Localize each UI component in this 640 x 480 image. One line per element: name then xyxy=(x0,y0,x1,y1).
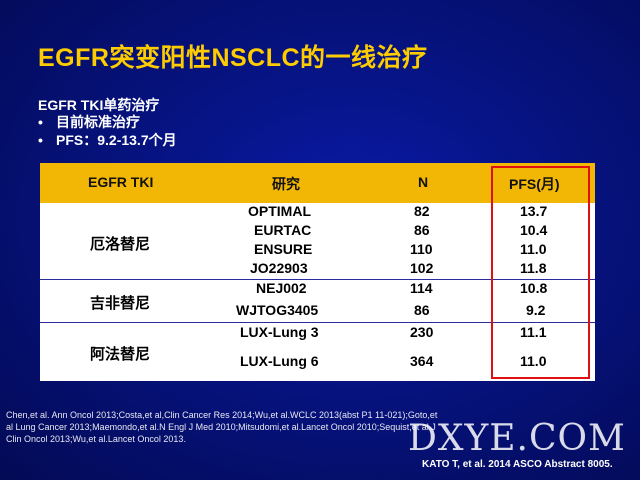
pfs-cell: 10.4 xyxy=(520,222,548,238)
bullet-item: • 目前标准治疗 xyxy=(38,113,177,131)
study-cell: LUX-Lung 6 xyxy=(240,353,319,369)
slide-title: EGFR突变阳性NSCLC的一线治疗 xyxy=(38,44,428,72)
study-cell: ENSURE xyxy=(254,241,313,257)
pfs-cell: 11.8 xyxy=(520,260,547,276)
n-cell: 114 xyxy=(410,280,433,296)
n-cell: 364 xyxy=(410,353,434,369)
group-divider xyxy=(40,279,595,280)
study-cell: EURTAC xyxy=(254,222,312,238)
n-cell: 82 xyxy=(414,203,430,219)
study-cell: LUX-Lung 3 xyxy=(240,324,319,340)
watermark: DXYE.COM xyxy=(408,418,626,459)
slide-subtitle: EGFR TKI单药治疗 xyxy=(38,97,160,113)
pfs-cell: 11.0 xyxy=(520,353,547,369)
bullet-text: 目前标准治疗 xyxy=(56,114,140,130)
study-cell: NEJ002 xyxy=(256,280,307,296)
n-cell: 86 xyxy=(414,222,430,238)
drug-name-afatinib: 阿法替尼 xyxy=(90,346,151,363)
n-cell: 230 xyxy=(410,324,434,340)
pfs-cell: 11.0 xyxy=(520,241,547,257)
pfs-cell: 9.2 xyxy=(526,302,546,318)
pfs-highlight-box xyxy=(491,166,590,379)
n-cell: 102 xyxy=(410,260,434,276)
bullet-marker: • xyxy=(38,114,43,130)
header-study: 研究 xyxy=(272,176,300,192)
study-cell: WJTOG3405 xyxy=(236,302,319,318)
bullet-marker: • xyxy=(38,132,43,148)
pfs-table: EGFR TKI 研究 N PFS(月) 厄洛替尼 OPTIMAL 82 13.… xyxy=(40,163,595,381)
study-cell: JO22903 xyxy=(250,260,308,276)
bullet-list: • 目前标准治疗 • PFS：9.2-13.7个月 xyxy=(38,113,177,149)
table-header-row: EGFR TKI 研究 N PFS(月) xyxy=(40,163,595,203)
pfs-cell: 10.8 xyxy=(520,280,548,296)
references: Chen,et al. Ann Oncol 2013;Costa,et al,C… xyxy=(6,410,438,444)
drug-name-erlotinib: 厄洛替尼 xyxy=(90,236,151,253)
pfs-cell: 13.7 xyxy=(520,203,548,219)
source-citation: KATO T, et al. 2014 ASCO Abstract 8005. xyxy=(422,459,613,470)
study-cell: OPTIMAL xyxy=(248,203,311,219)
group-divider xyxy=(40,322,595,323)
bullet-text: PFS：9.2-13.7个月 xyxy=(56,132,177,148)
pfs-cell: 11.1 xyxy=(520,324,547,340)
drug-name-gefitinib: 吉非替尼 xyxy=(90,295,151,312)
n-cell: 86 xyxy=(414,302,430,318)
bullet-item: • PFS：9.2-13.7个月 xyxy=(38,131,177,149)
header-pfs: PFS(月) xyxy=(509,176,560,192)
header-n: N xyxy=(418,174,429,190)
n-cell: 110 xyxy=(410,241,433,257)
header-egfr-tki: EGFR TKI xyxy=(88,174,154,190)
